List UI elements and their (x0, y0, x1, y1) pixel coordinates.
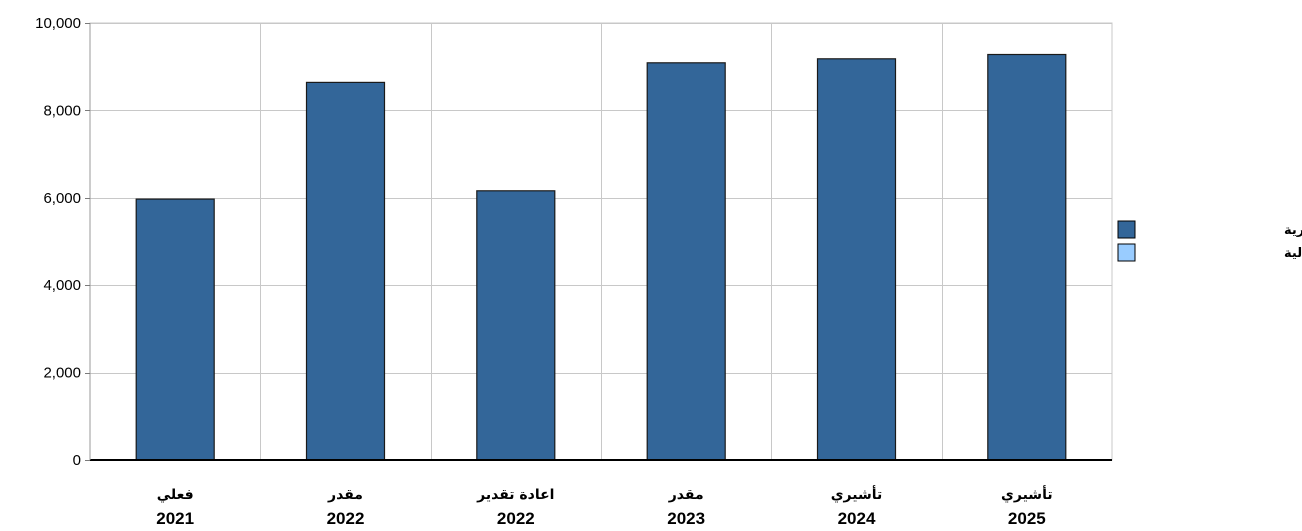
x-category-label: مقدر (327, 487, 363, 503)
x-category-label: اعادة تقدير (476, 487, 554, 503)
x-category-label: تأشيري (1001, 485, 1053, 504)
legend-label: النفقات الجارية (1284, 223, 1302, 238)
x-tick-labels: فعلي 2021 مقدر 2022 اعادة تقدير 2022 مقدر 2023 ت… (156, 485, 1052, 528)
x-category-label: فعلي (157, 487, 194, 503)
x-category-year: 2022 (327, 509, 365, 528)
x-category-label: مقدر (668, 487, 704, 503)
y-tick-label: 8,000 (43, 102, 81, 119)
x-category-year: 2025 (1008, 509, 1046, 528)
y-tick-label: 2,000 (43, 365, 81, 382)
axis-layer (85, 23, 1112, 461)
grid-layer (89, 22, 1113, 461)
y-tick-label: 6,000 (43, 190, 81, 207)
x-category-year: 2021 (156, 509, 194, 528)
x-category-year: 2022 (497, 509, 535, 528)
bar (305, 81, 386, 461)
x-category-year: 2024 (838, 509, 876, 528)
legend-label: النفقات الرأسمالية (1284, 244, 1302, 261)
bar (476, 190, 556, 461)
bar (816, 58, 897, 461)
bar (135, 198, 215, 461)
legend-swatch (1117, 220, 1136, 239)
y-tick-label: 10,000 (35, 15, 81, 32)
bar (646, 62, 726, 461)
legend-swatch (1117, 243, 1136, 262)
x-category-label: تأشيري (831, 485, 883, 504)
y-tick-label: 4,000 (43, 277, 81, 294)
bar (987, 53, 1067, 461)
y-tick-label: 0 (73, 452, 81, 469)
legend: النفقات الجارية النفقات الرأسمالية (1117, 220, 1302, 262)
x-category-year: 2023 (667, 509, 705, 528)
y-tick-labels: 0 2,000 4,000 6,000 8,000 10,000 (35, 15, 81, 469)
